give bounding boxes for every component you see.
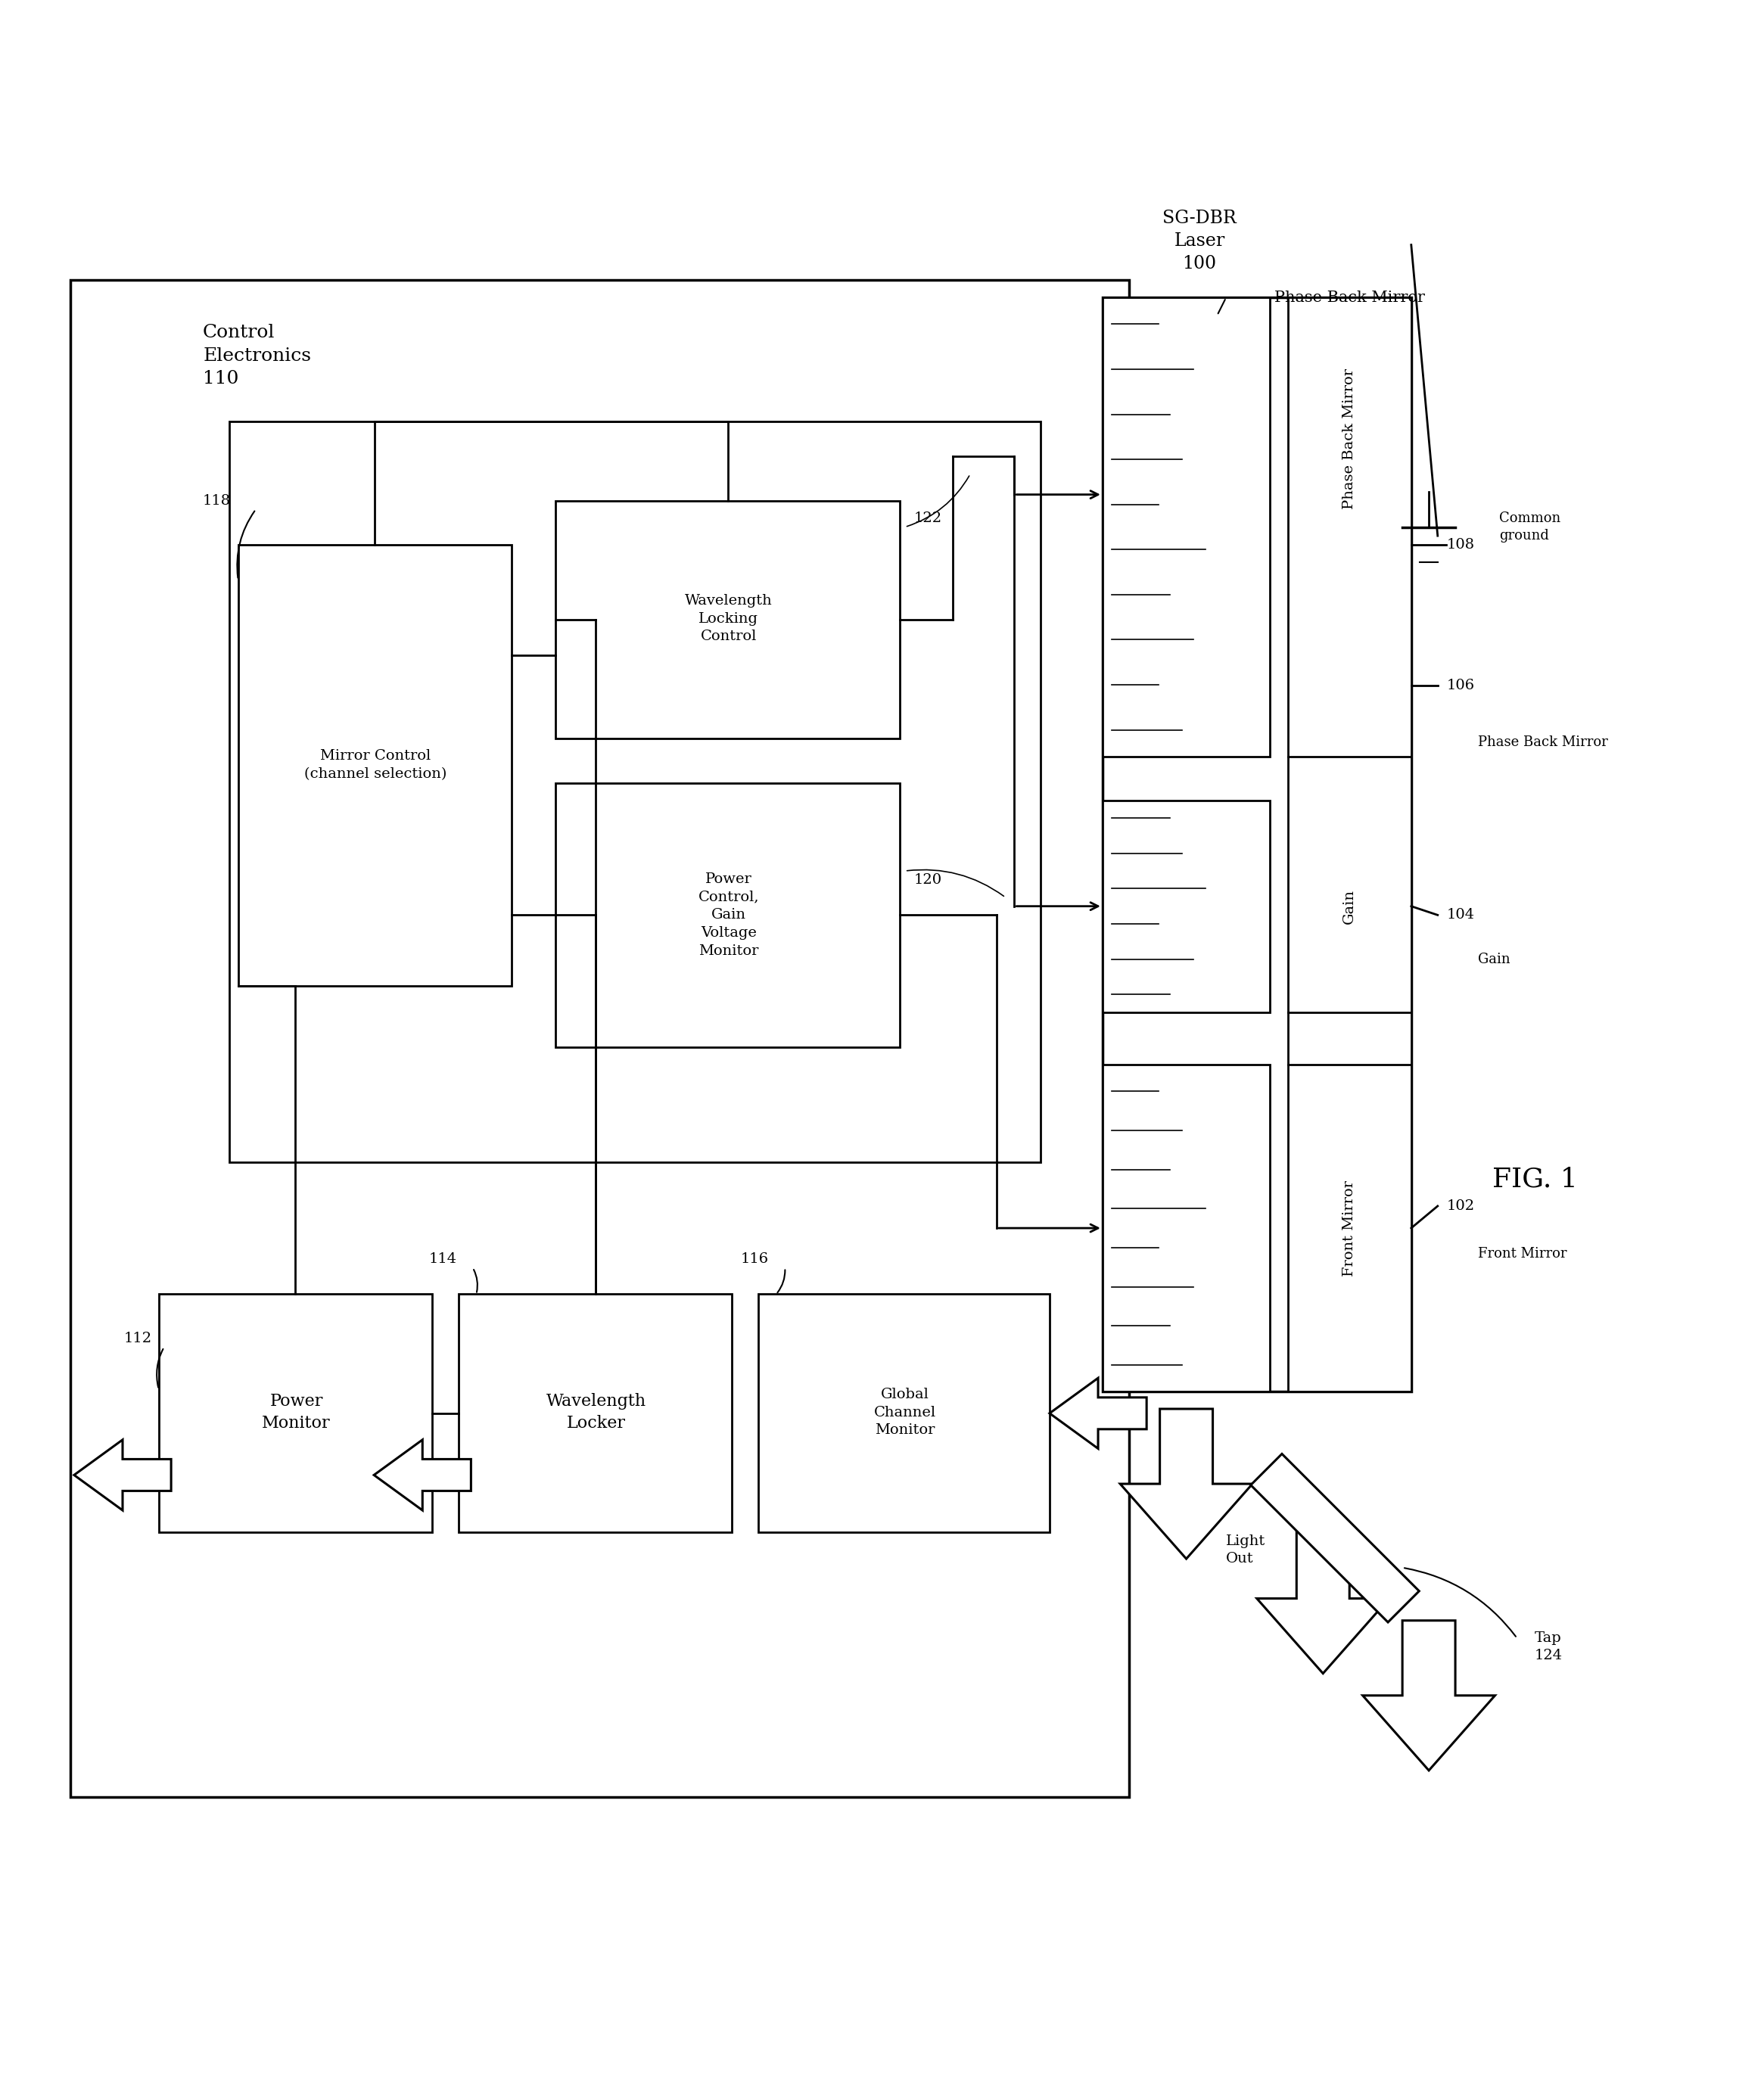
Text: Phase Back Mirror: Phase Back Mirror: [1274, 291, 1425, 305]
Text: FIG. 1: FIG. 1: [1492, 1167, 1577, 1192]
Text: Common
ground: Common ground: [1499, 511, 1561, 542]
Bar: [556, 783, 900, 1047]
Text: 106: 106: [1446, 679, 1475, 692]
Polygon shape: [1120, 1408, 1252, 1560]
Text: Wavelength
Locker: Wavelength Locker: [547, 1394, 646, 1431]
Text: 116: 116: [741, 1252, 769, 1265]
Bar: [556, 501, 900, 739]
Bar: [229, 422, 1041, 1161]
Text: Phase Back Mirror: Phase Back Mirror: [1342, 368, 1357, 509]
Polygon shape: [374, 1439, 471, 1510]
Text: Front Mirror: Front Mirror: [1342, 1180, 1357, 1275]
Bar: [1288, 297, 1411, 1392]
Text: 120: 120: [914, 872, 942, 887]
Polygon shape: [74, 1439, 171, 1510]
Polygon shape: [1256, 1525, 1390, 1674]
Text: Phase Back Mirror: Phase Back Mirror: [1478, 735, 1609, 750]
Text: 104: 104: [1446, 908, 1475, 922]
Bar: [1251, 1454, 1418, 1622]
Text: Wavelength
Locking
Control: Wavelength Locking Control: [684, 594, 773, 644]
Text: 114: 114: [429, 1252, 457, 1265]
Bar: [159, 1294, 432, 1533]
Bar: [1102, 297, 1270, 756]
Bar: [1102, 297, 1411, 1392]
Text: 122: 122: [914, 511, 942, 525]
Text: 102: 102: [1446, 1198, 1475, 1213]
Polygon shape: [1050, 1377, 1147, 1448]
Text: Tap
124: Tap 124: [1535, 1630, 1563, 1664]
Bar: [459, 1294, 732, 1533]
Bar: [238, 544, 512, 987]
Bar: [1102, 800, 1270, 1011]
Text: 118: 118: [203, 494, 231, 507]
Bar: [71, 280, 1129, 1797]
Text: Gain: Gain: [1478, 953, 1510, 966]
Text: Light
Out: Light Out: [1226, 1535, 1265, 1566]
Bar: [1102, 1066, 1270, 1392]
Text: Mirror Control
(channel selection): Mirror Control (channel selection): [305, 750, 446, 781]
Text: Control
Electronics
110: Control Electronics 110: [203, 324, 310, 386]
Text: SG-DBR
Laser
100: SG-DBR Laser 100: [1162, 210, 1237, 272]
Polygon shape: [1364, 1620, 1496, 1770]
Text: Power
Monitor: Power Monitor: [263, 1394, 330, 1431]
Text: Gain: Gain: [1342, 889, 1357, 924]
Text: 108: 108: [1446, 538, 1475, 552]
Text: 112: 112: [123, 1331, 152, 1346]
Text: Power
Control,
Gain
Voltage
Monitor: Power Control, Gain Voltage Monitor: [699, 872, 759, 957]
Bar: [759, 1294, 1050, 1533]
Text: Front Mirror: Front Mirror: [1478, 1246, 1566, 1261]
Text: Global
Channel
Monitor: Global Channel Monitor: [873, 1387, 937, 1437]
